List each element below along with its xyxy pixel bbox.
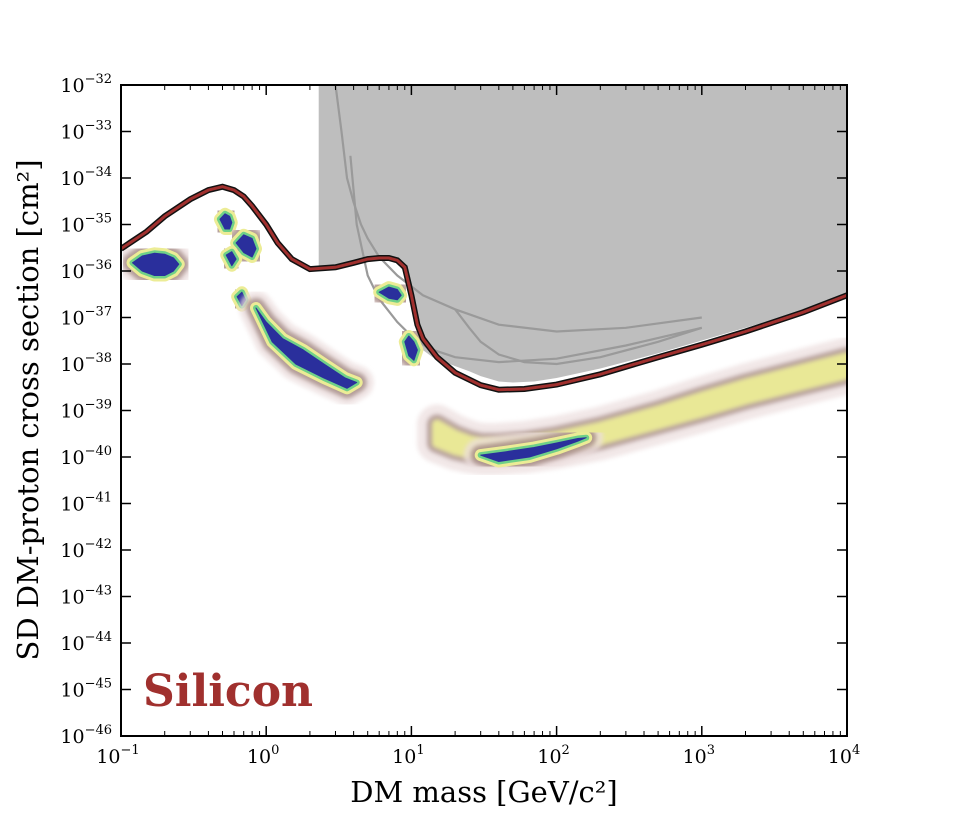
posterior-contour-5-level-4: [255, 307, 358, 389]
y-tick-label-5: 10−41: [60, 491, 112, 516]
y-tick-label-6: 10−40: [60, 444, 112, 469]
y-tick-label-8: 10−38: [60, 351, 112, 376]
posterior-contour-7-level-4: [404, 335, 418, 361]
posterior-contour-1-level-4: [219, 213, 233, 230]
y-tick-label-12: 10−34: [60, 165, 112, 190]
target-label-halo: Silicon: [146, 667, 316, 718]
existing-limit-curve-0: [334, 85, 702, 333]
x-tick-label-4: 103: [683, 743, 715, 768]
x-tick-label-1: 100: [247, 743, 279, 768]
y-axis-label: SD DM-proton cross section [cm²]: [11, 159, 45, 660]
posterior-contour-6-level-4: [378, 286, 402, 301]
limit-curve: [121, 185, 847, 392]
x-tick-label-2: 101: [392, 743, 424, 768]
posterior-contour-0-level-4: [132, 252, 180, 276]
x-tick-label-0: 10−1: [96, 743, 139, 768]
y-tick-label-1: 10−45: [60, 677, 112, 702]
y-tick-label-3: 10−43: [60, 584, 112, 609]
x-tick-label-3: 102: [537, 743, 569, 768]
y-tick-label-2: 10−44: [60, 630, 112, 655]
y-tick-label-13: 10−33: [60, 119, 112, 144]
y-tick-label-4: 10−42: [60, 537, 112, 562]
y-tick-label-0: 10−46: [60, 723, 112, 748]
posterior-contours: [121, 196, 604, 479]
x-axis-label: DM mass [GeV/c²]: [350, 775, 617, 809]
y-tick-label-10: 10−36: [60, 258, 112, 283]
posterior-contour-8-level-4: [480, 437, 587, 462]
x-axis-ticks: 10−1 100 101 102 103 104: [96, 85, 860, 768]
y-tick-label-11: 10−35: [60, 212, 112, 237]
posterior-contour-3-level-4: [225, 251, 237, 267]
y-tick-label-7: 10−39: [60, 398, 112, 423]
target-label: Silicon: [143, 666, 313, 717]
x-tick-label-5: 104: [828, 743, 860, 768]
y-tick-label-9: 10−37: [60, 305, 112, 330]
y-tick-label-14: 10−32: [60, 72, 112, 97]
y-axis-ticks: 10−46 10−45 10−44 10−43 10−42 10−41 10−40 10−39…: [60, 72, 847, 748]
existing-limit-curve-2: [454, 308, 703, 366]
